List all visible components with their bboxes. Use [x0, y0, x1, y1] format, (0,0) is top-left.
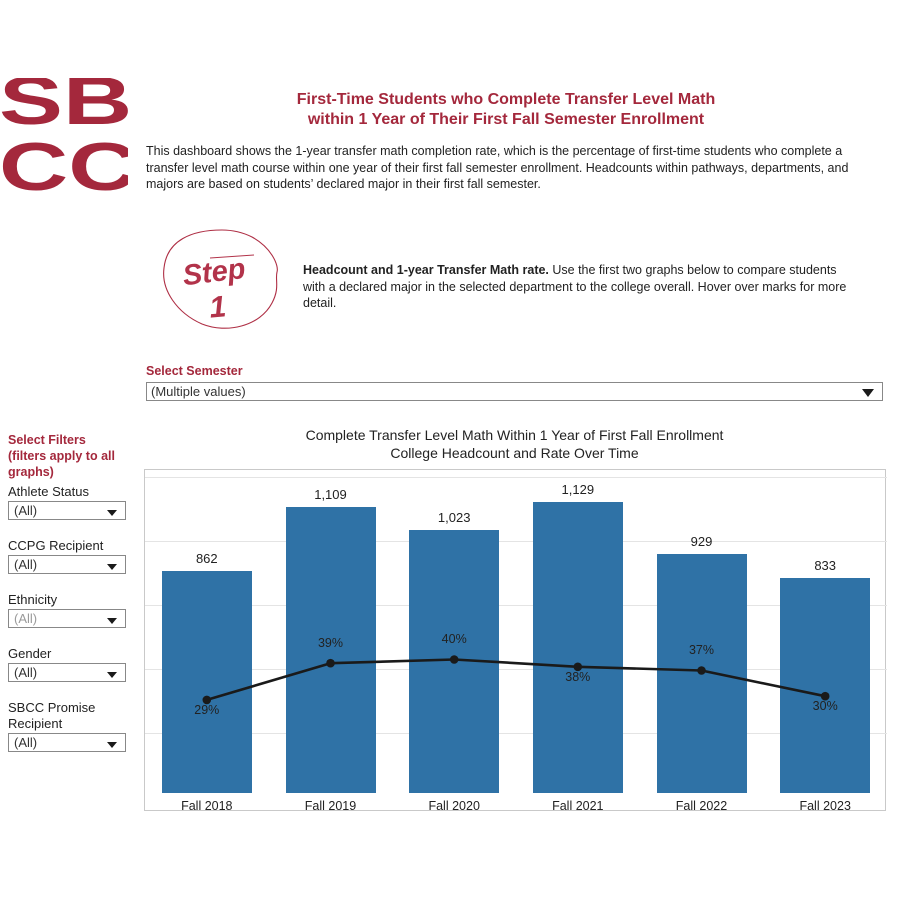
svg-text:1: 1	[208, 290, 228, 324]
svg-text:Step: Step	[181, 253, 247, 292]
svg-text:CC: CC	[0, 129, 128, 205]
